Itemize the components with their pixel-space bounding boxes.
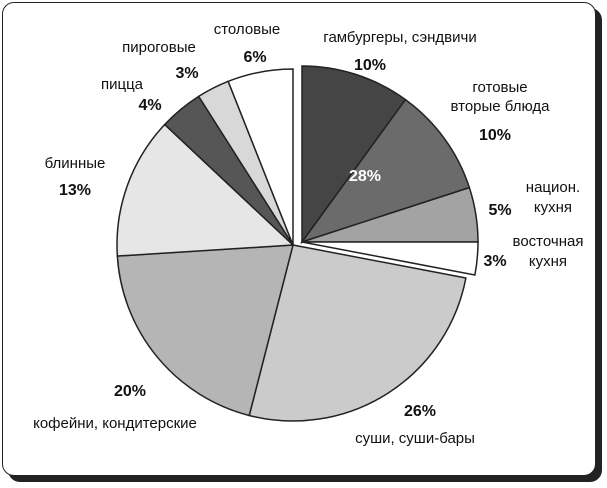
slice-percent-label: 3%: [175, 65, 198, 82]
slice-percent-label: 13%: [59, 182, 91, 199]
pie-slice: [301, 65, 407, 245]
pie-slice: [301, 241, 479, 276]
pie-slice: [116, 123, 295, 257]
slice-label: гамбургеры, сэндвичи: [323, 29, 476, 46]
slice-label: национ.: [526, 179, 580, 196]
slice-label: кофейни, кондитерские: [33, 415, 197, 432]
slice-label: столовые: [214, 21, 281, 38]
slice-label: пицца: [101, 76, 144, 93]
slice-label: восточная: [513, 233, 584, 250]
slice-label: пироговые: [122, 39, 196, 56]
slice-label: готовые: [472, 79, 527, 96]
slice-percent-label: 26%: [404, 403, 436, 420]
pie-slice: [116, 244, 294, 417]
pie-slice: [300, 98, 471, 244]
group-annotation: 28%: [349, 168, 381, 185]
slice-percent-label: 3%: [483, 253, 506, 270]
slice-label: вторые блюда: [450, 98, 550, 115]
slice-label: суши, суши-бары: [355, 430, 475, 447]
slice-percent-label: 6%: [243, 49, 266, 66]
pie-slice: [248, 244, 467, 422]
slice-percent-label: 5%: [488, 202, 511, 219]
slice-label: блинные: [45, 155, 106, 172]
slice-percent-label: 10%: [479, 127, 511, 144]
slice-percent-label: 10%: [354, 57, 386, 74]
slice-label: кухня: [529, 253, 567, 270]
slice-label: кухня: [534, 199, 572, 216]
slice-percent-label: 20%: [114, 383, 146, 400]
pie-slice: [227, 68, 294, 246]
slice-percent-label: 4%: [138, 97, 161, 114]
